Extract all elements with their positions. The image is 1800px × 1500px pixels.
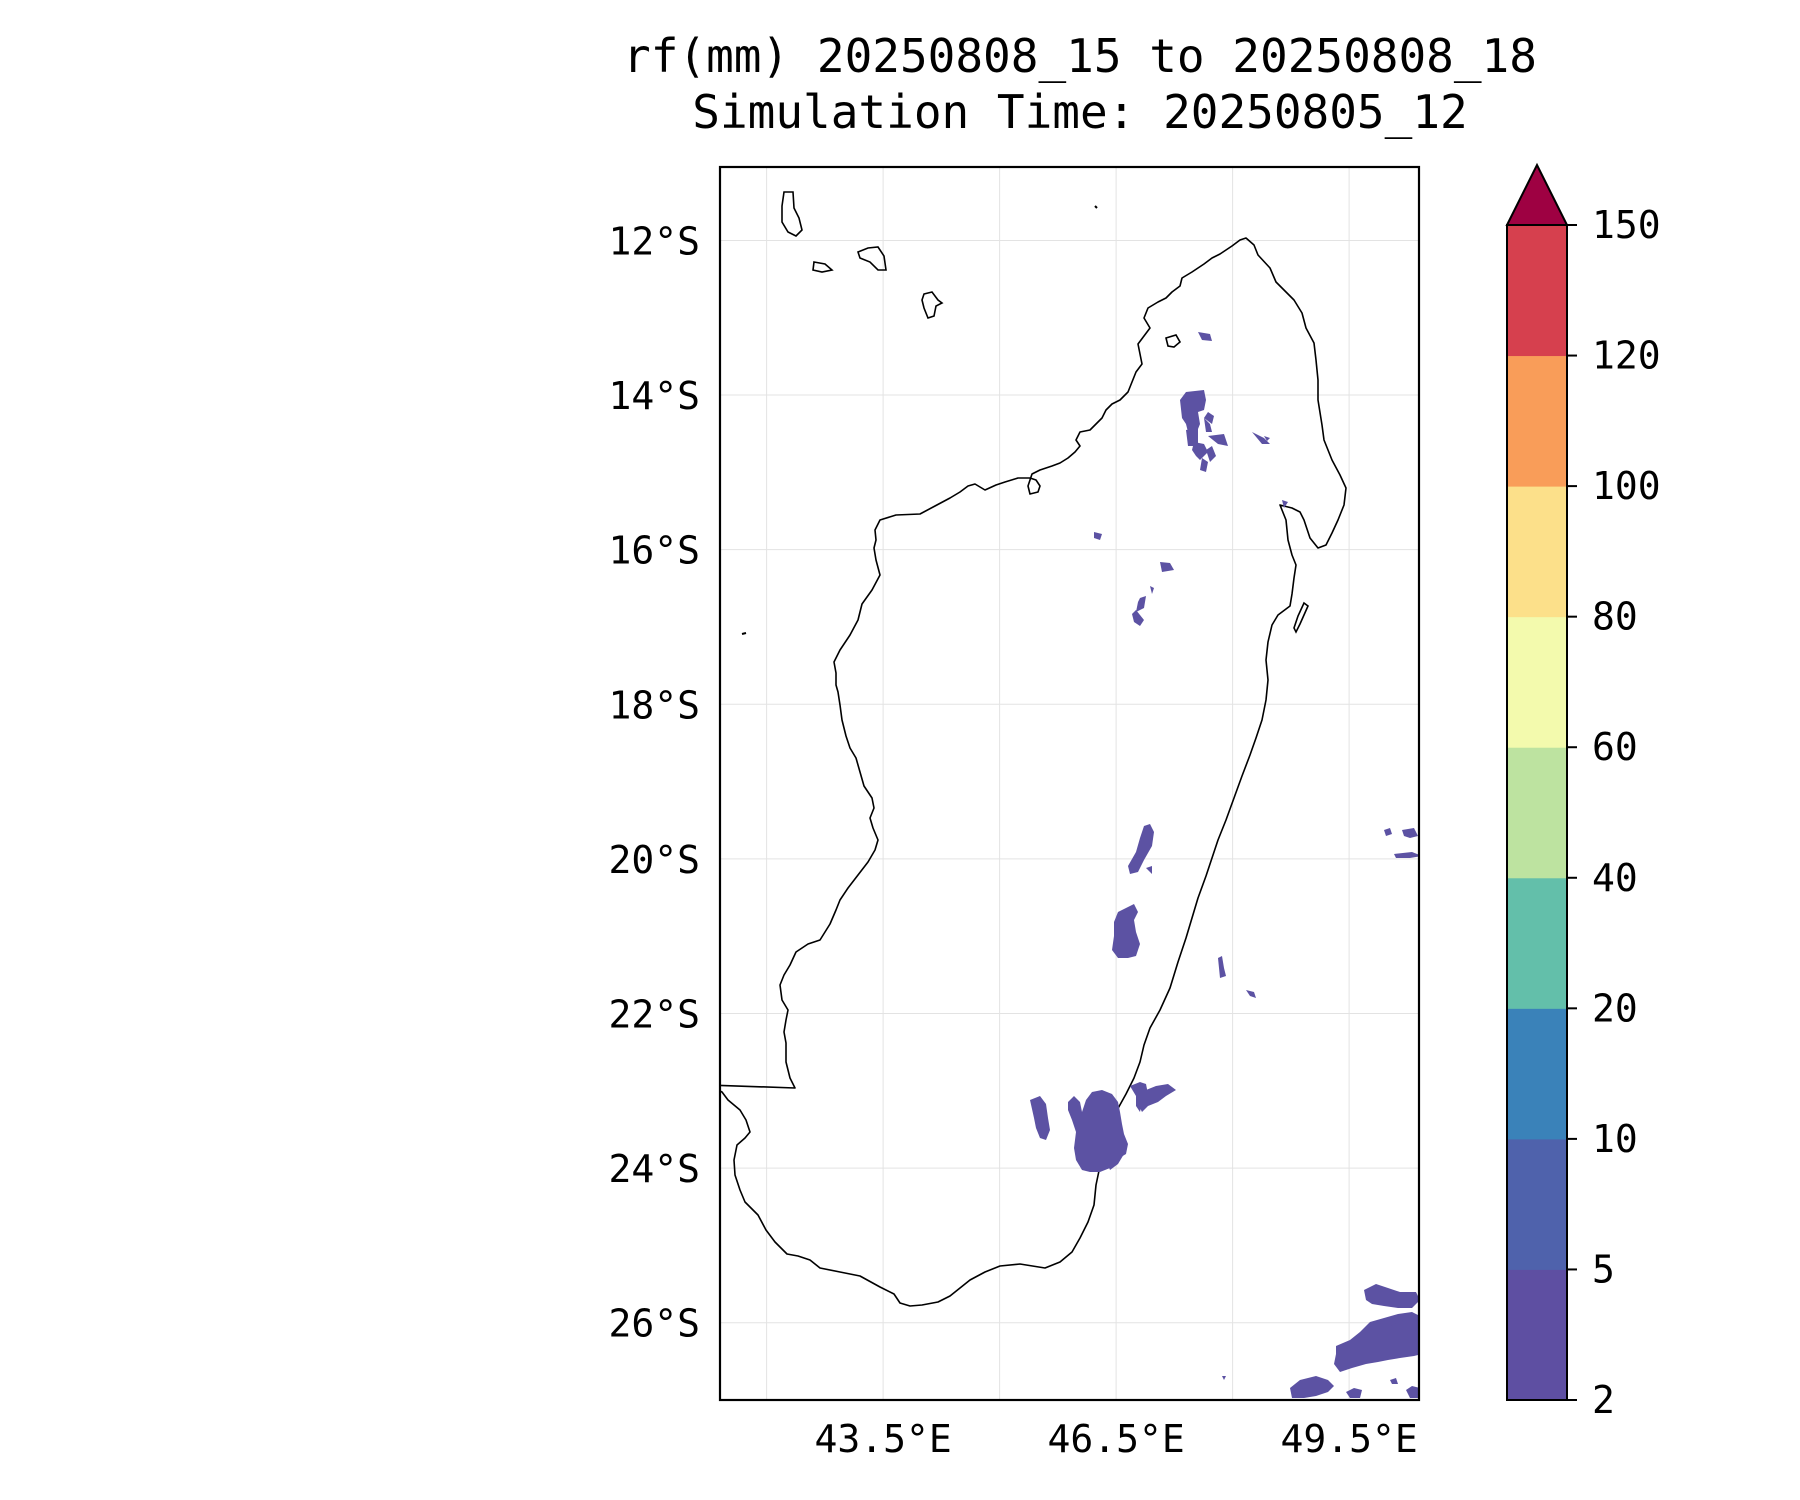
colorbar-segment xyxy=(1507,616,1567,748)
colorbar-tick-label: 150 xyxy=(1592,203,1661,247)
rain-area xyxy=(1394,852,1419,858)
rain-area xyxy=(1192,442,1208,460)
rain-area xyxy=(1290,1376,1334,1398)
rain-area xyxy=(1218,956,1226,978)
rain-area xyxy=(1246,990,1256,998)
colorbar-tick-label: 60 xyxy=(1592,725,1638,769)
colorbar-tick-label: 80 xyxy=(1592,595,1638,639)
lat-tick-label: 14°S xyxy=(608,374,700,418)
colorbar-frame xyxy=(1506,224,1568,1401)
gridlines xyxy=(720,167,1419,1400)
rain-area xyxy=(1146,866,1152,874)
rain-area xyxy=(1206,446,1216,462)
map-background xyxy=(720,167,1419,1400)
colorbar-segment xyxy=(1507,355,1567,487)
rain-area xyxy=(1094,532,1102,540)
colorbar-segment xyxy=(1507,1008,1567,1140)
lon-tick-label: 49.5°E xyxy=(1280,1417,1417,1461)
nosy-be-island xyxy=(1165,334,1182,348)
rain-area xyxy=(1406,1386,1419,1398)
colorbar-tick-label: 40 xyxy=(1592,856,1638,900)
colorbar-tick-label: 20 xyxy=(1592,986,1638,1030)
map-panel: 12°S14°S16°S18°S20°S22°S24°S26°S 43.5°E 4… xyxy=(608,165,1421,1461)
rain-area xyxy=(1402,828,1418,838)
lon-tick-label: 43.5°E xyxy=(814,1417,951,1461)
lat-tick-label: 26°S xyxy=(608,1302,700,1346)
rain-area xyxy=(1364,1284,1419,1308)
rain-area xyxy=(1346,1388,1362,1398)
rain-area xyxy=(1132,610,1144,626)
longitude-tick-labels: 43.5°E 46.5°E 49.5°E xyxy=(814,1417,1417,1461)
moheli-island xyxy=(812,261,834,273)
rain-area xyxy=(1112,904,1140,958)
rain-area xyxy=(1264,436,1270,441)
rain-area xyxy=(1160,562,1174,572)
title-line-1: rf(mm) 20250808_15 to 20250808_18 xyxy=(623,29,1537,83)
colorbar-segment xyxy=(1507,877,1567,1009)
lat-tick-label: 12°S xyxy=(608,219,700,263)
islet-west xyxy=(741,632,747,635)
rain-area xyxy=(1390,1378,1398,1384)
rain-area xyxy=(1128,824,1154,874)
colorbar-tick-label: 10 xyxy=(1592,1117,1638,1161)
map-frame xyxy=(718,165,1421,1402)
lat-tick-label: 24°S xyxy=(608,1147,700,1191)
rain-area xyxy=(1222,1376,1226,1380)
rain-area xyxy=(1390,1318,1419,1334)
colorbar-tick-label: 120 xyxy=(1592,334,1661,378)
rainfall-contours xyxy=(1030,332,1419,1398)
rain-area xyxy=(1204,418,1212,432)
colorbar: 2 5 10 20 40 60 80 100 120 150 xyxy=(1505,162,1661,1422)
rain-area xyxy=(1180,390,1206,434)
colorbar-tick-label: 100 xyxy=(1592,464,1661,508)
rain-area xyxy=(1204,412,1214,424)
lat-tick-label: 22°S xyxy=(608,992,700,1036)
grande-comore-island xyxy=(781,191,803,237)
mayotte-island xyxy=(921,291,944,319)
rain-area xyxy=(1030,1096,1050,1140)
colorbar-segment xyxy=(1507,225,1567,357)
lat-tick-label: 20°S xyxy=(608,838,700,882)
map-content xyxy=(720,191,1419,1398)
anjouan-island xyxy=(857,246,887,271)
rain-area xyxy=(1198,332,1212,341)
latitude-tick-labels: 12°S 14°S 16°S 18°S 20°S 22°S 24°S 26°S xyxy=(608,219,700,1345)
colorbar-tick-label: 5 xyxy=(1592,1247,1615,1291)
colorbar-segment xyxy=(1507,1269,1567,1401)
rain-area xyxy=(1106,1140,1124,1170)
madagascar-coastline xyxy=(720,237,1347,1307)
colorbar-segment xyxy=(1507,1138,1567,1270)
rain-area xyxy=(1186,428,1198,446)
lat-tick-label: 16°S xyxy=(608,529,700,573)
rain-area xyxy=(1282,500,1288,508)
rain-area xyxy=(1136,596,1146,612)
lon-tick-label: 46.5°E xyxy=(1047,1417,1184,1461)
lat-tick-label: 18°S xyxy=(608,683,700,727)
rain-area xyxy=(1208,434,1228,446)
colorbar-segment xyxy=(1507,486,1567,618)
colorbar-tick-label: 2 xyxy=(1592,1378,1615,1422)
title-line-2: Simulation Time: 20250805_12 xyxy=(692,85,1467,139)
colorbar-segment xyxy=(1507,747,1567,879)
nosy-boraha-island xyxy=(1293,601,1309,634)
rain-area xyxy=(1384,828,1392,836)
rain-area xyxy=(1252,432,1270,444)
islet-north xyxy=(1094,205,1098,209)
rain-area xyxy=(1200,458,1208,472)
rain-area xyxy=(1136,1084,1176,1112)
rain-area xyxy=(1150,586,1154,594)
colorbar-extend-arrow xyxy=(1505,162,1569,226)
